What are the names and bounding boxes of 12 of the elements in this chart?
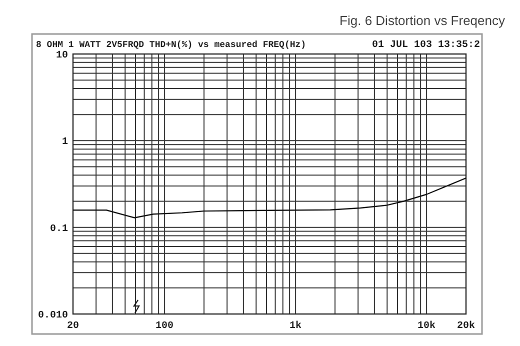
x-tick-label: 1k bbox=[290, 320, 302, 332]
x-tick-label: 20k bbox=[456, 320, 476, 332]
y-tick-label: 0.1 bbox=[50, 224, 68, 235]
y-tick-label: 1 bbox=[62, 137, 68, 148]
x-tick-label: 10k bbox=[418, 320, 436, 332]
y-tick-label: 0.010 bbox=[38, 310, 68, 322]
x-tick-label: 100 bbox=[156, 321, 174, 332]
chart-subtitle: 8 OHM 1 WATT 2V5FRQD THD+N(%) vs measured FREQ(Hz) bbox=[36, 40, 306, 50]
y-tick-label: 10 bbox=[56, 50, 68, 62]
text: 01 JUL 103 13:35:2 bbox=[372, 40, 480, 51]
x-tick-label: 20 bbox=[66, 321, 80, 332]
chart-title: Fig. 6 Distortion vs Freqency bbox=[340, 13, 506, 28]
